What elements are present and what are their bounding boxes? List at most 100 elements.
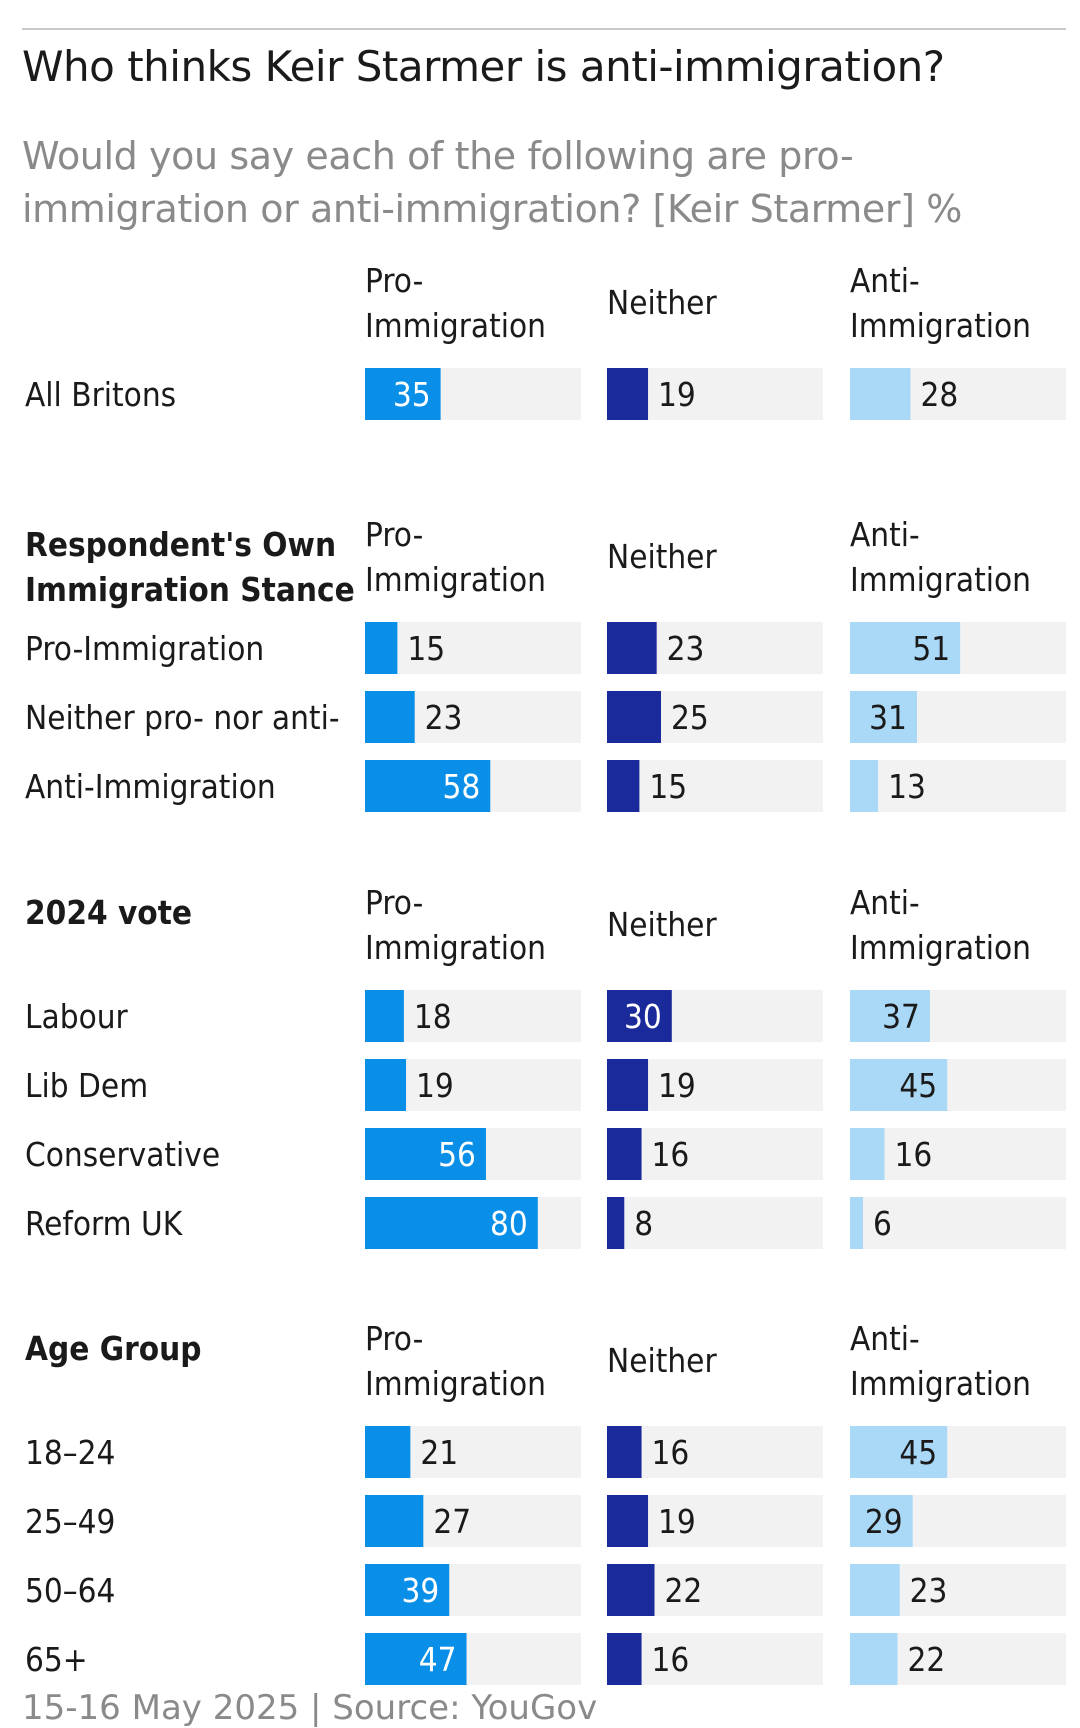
bar-anti [850, 1495, 913, 1547]
group-heading: Respondent's Own [25, 525, 336, 564]
value-label-pro: 35 [393, 375, 431, 414]
bar-track [607, 1197, 823, 1249]
bar-pro [365, 1564, 450, 1616]
value-label-neither: 16 [652, 1135, 690, 1174]
column-header-pro: Immigration [365, 560, 546, 599]
bar-track [607, 760, 823, 812]
bar-track [850, 1197, 1066, 1249]
value-label-anti: 29 [865, 1502, 903, 1541]
row-label: Anti-Immigration [25, 767, 276, 806]
bar-pro [365, 368, 441, 420]
value-label-pro: 80 [490, 1204, 528, 1243]
column-header-anti: Immigration [850, 560, 1031, 599]
value-label-anti: 45 [899, 1066, 937, 1105]
bar-anti [850, 368, 911, 420]
value-label-anti: 6 [873, 1204, 892, 1243]
group-heading: Immigration Stance [25, 570, 355, 609]
bar-anti [850, 1426, 948, 1478]
bar-anti [850, 1059, 948, 1111]
bar-pro [365, 1059, 407, 1111]
column-header-neither: Neither [607, 283, 717, 322]
value-label-neither: 25 [671, 698, 709, 737]
bar-anti [850, 1633, 898, 1685]
bar-neither [607, 368, 649, 420]
row-label: 65+ [25, 1640, 88, 1679]
bar-neither [607, 1633, 642, 1685]
column-header-anti: Anti- [850, 515, 920, 554]
bar-anti [850, 1128, 885, 1180]
value-label-neither: 19 [658, 1502, 696, 1541]
row-label: 25–49 [25, 1502, 115, 1541]
value-label-pro: 23 [425, 698, 463, 737]
value-label-neither: 22 [665, 1571, 703, 1610]
column-header-anti: Anti- [850, 261, 920, 300]
column-header-pro: Immigration [365, 1364, 546, 1403]
value-label-pro: 39 [401, 1571, 439, 1610]
value-label-pro: 19 [416, 1066, 454, 1105]
bar-track [850, 760, 1066, 812]
bar-neither [607, 1495, 649, 1547]
row-label: All Britons [25, 375, 176, 414]
value-label-anti: 51 [912, 629, 950, 668]
value-label-anti: 23 [910, 1571, 948, 1610]
value-label-pro: 15 [407, 629, 445, 668]
value-label-anti: 22 [908, 1640, 946, 1679]
bar-neither [607, 1059, 649, 1111]
value-label-neither: 30 [624, 997, 662, 1036]
value-label-pro: 18 [414, 997, 452, 1036]
value-label-anti: 13 [888, 767, 926, 806]
value-label-neither: 16 [652, 1433, 690, 1472]
value-label-anti: 37 [882, 997, 920, 1036]
column-header-pro: Pro- [365, 515, 423, 554]
column-header-neither: Neither [607, 905, 717, 944]
bar-pro [365, 1426, 411, 1478]
row-label: Lib Dem [25, 1066, 148, 1105]
column-header-neither: Neither [607, 537, 717, 576]
row-label: Conservative [25, 1135, 220, 1174]
bar-pro [365, 1495, 424, 1547]
column-header-pro: Immigration [365, 928, 546, 967]
value-label-pro: 47 [419, 1640, 457, 1679]
source-note: 15-16 May 2025 | Source: YouGov [22, 1688, 598, 1728]
bar-neither [607, 622, 657, 674]
bar-track [607, 1128, 823, 1180]
row-label: 50–64 [25, 1571, 115, 1610]
group-heading: 2024 vote [25, 893, 192, 932]
bar-neither [607, 1128, 642, 1180]
bar-pro [365, 760, 491, 812]
bar-anti [850, 622, 961, 674]
column-header-anti: Anti- [850, 1319, 920, 1358]
bar-neither [607, 760, 640, 812]
bar-track [607, 1426, 823, 1478]
bar-anti [850, 760, 879, 812]
bar-anti [850, 1197, 863, 1249]
column-header-pro: Immigration [365, 306, 546, 345]
value-label-neither: 16 [652, 1640, 690, 1679]
group-heading: Age Group [25, 1329, 202, 1368]
value-label-neither: 23 [667, 629, 705, 668]
value-label-anti: 31 [869, 698, 907, 737]
bar-pro [365, 691, 415, 743]
row-label: Reform UK [25, 1204, 184, 1243]
bar-anti [850, 1564, 900, 1616]
value-label-pro: 21 [420, 1433, 458, 1472]
column-header-neither: Neither [607, 1341, 717, 1380]
row-label: Neither pro- nor anti- [25, 698, 340, 737]
bar-pro [365, 1128, 486, 1180]
bar-anti [850, 990, 930, 1042]
column-header-anti: Anti- [850, 883, 920, 922]
column-header-pro: Pro- [365, 883, 423, 922]
bar-pro [365, 990, 404, 1042]
bar-track [365, 622, 581, 674]
chart-subtitle: Would you say each of the following are … [22, 134, 962, 231]
column-header-anti: Immigration [850, 928, 1031, 967]
value-label-neither: 19 [658, 1066, 696, 1105]
bar-pro [365, 1633, 467, 1685]
bar-pro [365, 622, 398, 674]
value-label-neither: 8 [634, 1204, 653, 1243]
column-header-anti: Immigration [850, 1364, 1031, 1403]
bar-neither [607, 1197, 625, 1249]
column-header-anti: Immigration [850, 306, 1031, 345]
bar-track [850, 1128, 1066, 1180]
